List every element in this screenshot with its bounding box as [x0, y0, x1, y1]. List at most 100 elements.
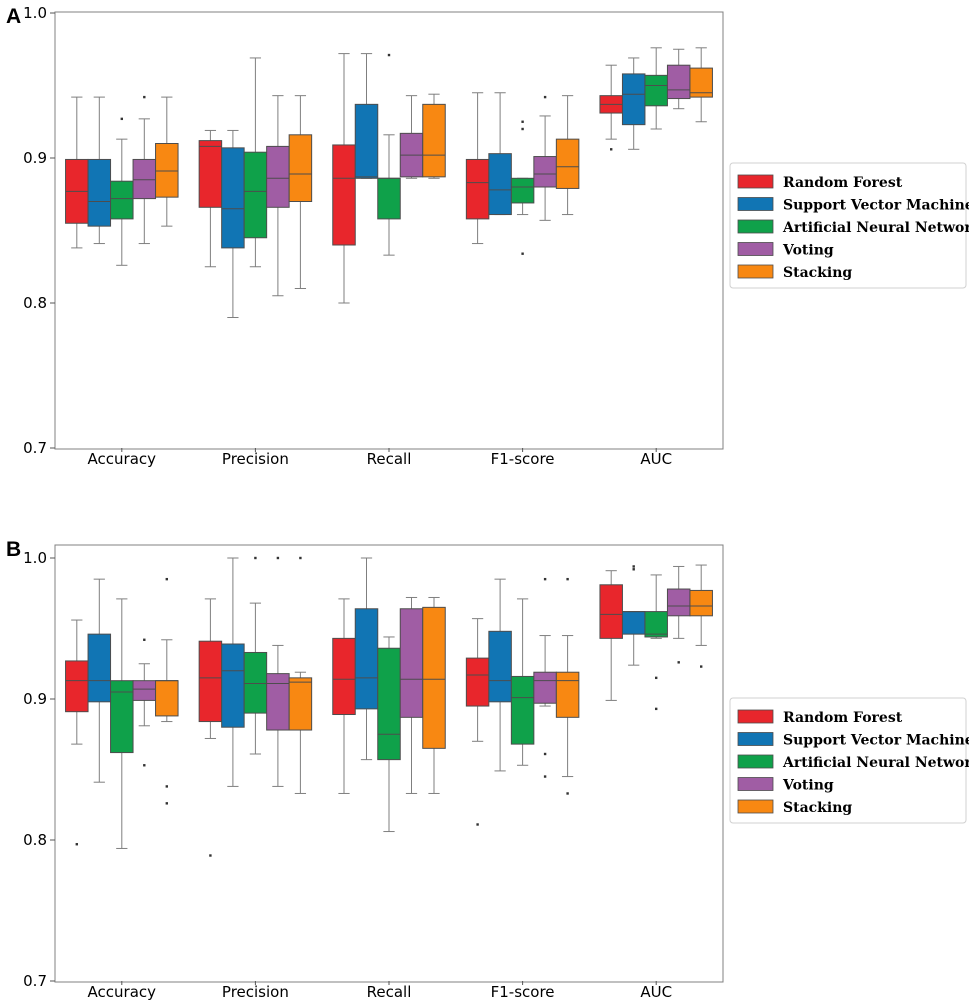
legend-frame: [729, 697, 967, 824]
legend-frame: [729, 162, 967, 289]
outlier-point: [566, 577, 569, 581]
y-tick-label: 0.7: [23, 439, 47, 457]
legend-swatch: [737, 174, 774, 189]
x-tick-label-auc: AUC: [640, 983, 672, 1001]
legend-item-artificial-neural-network: Artificial Neural Network: [737, 754, 969, 771]
box-stacking-f1-score: [555, 577, 580, 795]
outlier-point: [521, 120, 524, 123]
iqr-box: [510, 177, 535, 204]
iqr-box: [689, 589, 713, 617]
panel-a: A 0.7 0.8 0.9 1.0 Accuracy Precision Recall F1…: [6, 4, 969, 468]
legend-item-stacking: Stacking: [737, 799, 852, 816]
y-tick-label: 1.0: [23, 549, 47, 567]
outlier-point: [143, 95, 146, 99]
iqr-box: [689, 67, 713, 98]
box-stacking-precision: [288, 95, 313, 289]
box-voting-f1-score: [533, 95, 557, 221]
legend-swatch: [737, 732, 774, 746]
iqr-box: [533, 156, 557, 188]
outlier-point: [521, 252, 524, 255]
iqr-box: [243, 151, 268, 239]
iqr-box: [198, 140, 223, 208]
x-tick-label-recall: Recall: [367, 450, 412, 468]
iqr-box: [221, 147, 245, 249]
outlier-point: [299, 556, 302, 560]
iqr-box: [266, 673, 290, 731]
iqr-box: [65, 660, 89, 713]
iqr-box: [332, 637, 356, 716]
legend-swatch: [737, 799, 774, 814]
legend-item-voting: Voting: [737, 777, 834, 794]
iqr-box: [599, 584, 623, 639]
box-support-vector-machine-accuracy: [87, 578, 112, 783]
iqr-box: [155, 680, 179, 717]
legend-label: Stacking: [783, 800, 852, 816]
box-artificial-neural-network-recall: [377, 53, 401, 256]
outlier-point: [655, 707, 658, 711]
outlier-point: [632, 568, 635, 571]
iqr-box: [533, 671, 557, 704]
box-random-forest-precision: [198, 129, 223, 268]
iqr-box: [555, 138, 580, 189]
outlier-point: [209, 854, 212, 857]
legend-item-support-vector-machine: Support Vector Machine: [737, 732, 969, 749]
box-stacking-auc: [689, 564, 713, 668]
iqr-box: [666, 588, 691, 617]
y-tick-label: 0.8: [23, 831, 47, 849]
box-stacking-precision: [288, 556, 313, 794]
outlier-point: [610, 148, 613, 151]
y-axis-a: 0.7 0.8 0.9 1.0: [23, 4, 55, 457]
iqr-box: [555, 671, 580, 718]
x-tick-label-auc: AUC: [640, 450, 672, 468]
legend-label: Stacking: [783, 265, 852, 281]
legend-label: Random Forest: [783, 175, 903, 191]
outlier-point: [276, 556, 280, 560]
box-artificial-neural-network-f1-score: [510, 120, 535, 255]
legend-label: Support Vector Machine: [783, 733, 969, 749]
iqr-box: [422, 103, 446, 178]
iqr-box: [288, 134, 313, 202]
iqr-box: [155, 143, 179, 198]
outlier-point: [543, 752, 547, 756]
x-tick-label-precision: Precision: [222, 983, 289, 1001]
legend-swatch: [737, 754, 774, 769]
box-random-forest-accuracy: [65, 96, 89, 249]
panel-letter-b: B: [6, 538, 21, 561]
box-support-vector-machine-accuracy: [87, 96, 112, 245]
x-tick-label-precision: Precision: [222, 450, 289, 468]
box-stacking-recall: [422, 596, 446, 794]
box-stacking-accuracy: [155, 96, 179, 227]
boxes-a: [65, 47, 713, 318]
x-tick-label-f1-score: F1-score: [491, 450, 555, 468]
outlier-point: [165, 785, 168, 788]
iqr-box: [465, 657, 490, 707]
iqr-box: [332, 144, 356, 246]
y-axis-b: 0.7 0.8 0.9 1.0: [23, 549, 55, 990]
outlier-point: [521, 127, 524, 131]
outlier-point: [143, 764, 146, 767]
y-tick-label: 0.9: [23, 690, 47, 708]
outlier-point: [566, 792, 569, 795]
y-tick-label: 1.0: [23, 4, 47, 22]
outlier-point: [143, 638, 146, 641]
legend-b: Random Forest Support Vector Machine Artif…: [729, 697, 969, 824]
legend-label: Artificial Neural Network: [782, 220, 969, 236]
box-support-vector-machine-recall: [354, 53, 379, 179]
box-artificial-neural-network-accuracy: [110, 117, 134, 266]
outlier-point: [75, 843, 78, 846]
box-support-vector-machine-f1-score: [488, 92, 512, 216]
legend-item-random-forest: Random Forest: [737, 174, 903, 191]
y-tick-label: 0.7: [23, 972, 47, 990]
box-stacking-auc: [689, 47, 713, 123]
iqr-box: [266, 145, 290, 208]
x-tick-label-accuracy: Accuracy: [88, 450, 157, 468]
iqr-box: [644, 611, 668, 638]
legend-swatch: [737, 264, 774, 279]
iqr-box: [621, 73, 646, 126]
y-tick-label: 0.8: [23, 294, 47, 312]
x-tick-label-f1-score: F1-score: [491, 983, 555, 1001]
outlier-point: [165, 802, 168, 805]
iqr-box: [198, 640, 223, 723]
box-support-vector-machine-auc: [621, 565, 646, 666]
